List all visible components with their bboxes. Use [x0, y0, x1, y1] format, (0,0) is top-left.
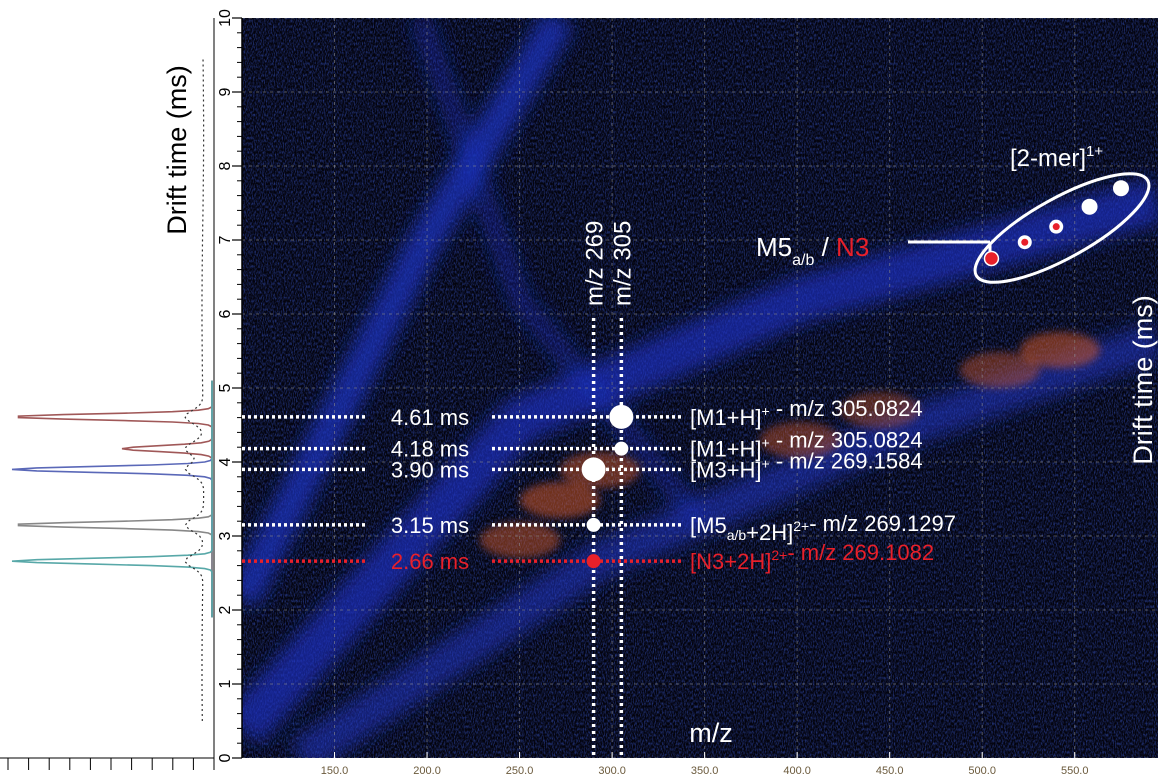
drift-label: 4.61 ms — [391, 405, 469, 430]
vertical-line-label: m/z 269 — [582, 221, 609, 306]
x-tick-label: 350.0 — [691, 765, 719, 776]
annotation: 3.90 ms [M3+H]+ - m/z 269.1584 — [242, 448, 923, 482]
ion-label: [M1+H]+ - m/z 305.0824 — [690, 396, 923, 430]
dimer-point — [1081, 198, 1098, 215]
peak-marker — [614, 441, 629, 456]
y-tick-label: 8 — [217, 161, 234, 170]
y-tick-label: 6 — [217, 309, 234, 318]
y-tick-label: 2 — [217, 605, 234, 614]
dimer-point-core — [1021, 238, 1029, 246]
annotation: 4.18 ms [M1+H]+ - m/z 305.0824 — [242, 428, 923, 462]
x-tick-label: 150.0 — [321, 765, 349, 776]
mobilogram-total-trace — [184, 58, 205, 721]
annotation: 4.61 ms [M1+H]+ - m/z 305.0824 — [242, 396, 923, 430]
y-axis-title-right: Drift time (ms) — [1128, 295, 1158, 464]
x-tick-label: 250.0 — [506, 765, 534, 776]
y-tick-label: 0 — [217, 753, 234, 762]
dimer-group: [2-mer]1+ M5a/b / N3 — [756, 143, 1151, 284]
y-tick-label: 10 — [217, 9, 234, 27]
mobilogram-ticks — [7, 758, 215, 770]
ion-label: [M3+H]+ - m/z 269.1584 — [690, 448, 923, 482]
x-axis-title: m/z — [689, 718, 733, 748]
x-tick-label: 300.0 — [598, 765, 626, 776]
mobilogram-trace — [17, 380, 213, 618]
y-tick-label: 4 — [217, 457, 234, 466]
annotation: 2.66 ms [N3+2H]2+- m/z 269.1082 — [242, 540, 934, 574]
y-tick-label: 9 — [217, 87, 234, 96]
vertical-line-label: m/z 305 — [609, 221, 636, 306]
vertical-reference-lines: m/z 269 m/z 305 — [582, 221, 636, 758]
dimer-point-core — [1052, 223, 1060, 231]
ion-label: [M5a/b+2H]2+- m/z 269.1297 — [690, 511, 956, 545]
mobilogram-trace — [11, 380, 213, 618]
dimer-point — [1112, 180, 1129, 197]
x-tick-label: 450.0 — [876, 765, 904, 776]
x-tick-label: 400.0 — [783, 765, 811, 776]
drift-label: 3.90 ms — [391, 457, 469, 482]
peak-marker — [586, 517, 601, 532]
x-axis-ticks: 150.0 200.0 250.0 300.0 350.0 400.0 450.0 500.0… — [321, 752, 1089, 776]
dimer-ellipse — [973, 172, 1151, 284]
drift-label: 2.66 ms — [391, 549, 469, 574]
y-tick-label: 5 — [217, 383, 234, 392]
x-tick-label: 200.0 — [413, 765, 441, 776]
x-tick-label: 550.0 — [1061, 765, 1089, 776]
annotation: 3.15 ms [M5a/b+2H]2+- m/z 269.1297 — [242, 511, 956, 545]
x-tick-label: 500.0 — [968, 765, 996, 776]
mobilogram-trace — [17, 380, 213, 618]
peak-marker — [586, 554, 601, 569]
drift-label: 3.15 ms — [391, 513, 469, 538]
peak-marker — [609, 404, 634, 429]
drift-annotations: 4.61 ms [M1+H]+ - m/z 305.0824 4.18 ms [M1+… — [242, 396, 956, 574]
mobilogram-trace — [11, 380, 213, 618]
ion-label: [N3+2H]2+- m/z 269.1082 — [690, 540, 934, 574]
mobilogram-traces — [11, 58, 213, 721]
y-axis-ticks: 0 1 2 3 4 5 6 7 8 9 10 — [217, 9, 242, 762]
drift-label: 4.18 ms — [391, 437, 469, 462]
series-label: M5a/b / N3 — [756, 232, 869, 269]
ion-label: [M1+H]+ - m/z 305.0824 — [690, 428, 923, 462]
mobilogram-panel — [0, 18, 215, 759]
peak-marker — [581, 457, 606, 482]
dimer-point — [983, 250, 1000, 267]
y-tick-label: 3 — [217, 531, 234, 540]
y-tick-label: 7 — [217, 235, 234, 244]
y-axis-title: Drift time (ms) — [162, 65, 192, 234]
grid — [242, 18, 1158, 758]
y-tick-label: 1 — [217, 679, 234, 688]
